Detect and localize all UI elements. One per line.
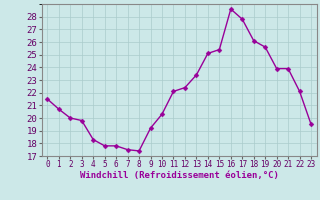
X-axis label: Windchill (Refroidissement éolien,°C): Windchill (Refroidissement éolien,°C) [80,171,279,180]
